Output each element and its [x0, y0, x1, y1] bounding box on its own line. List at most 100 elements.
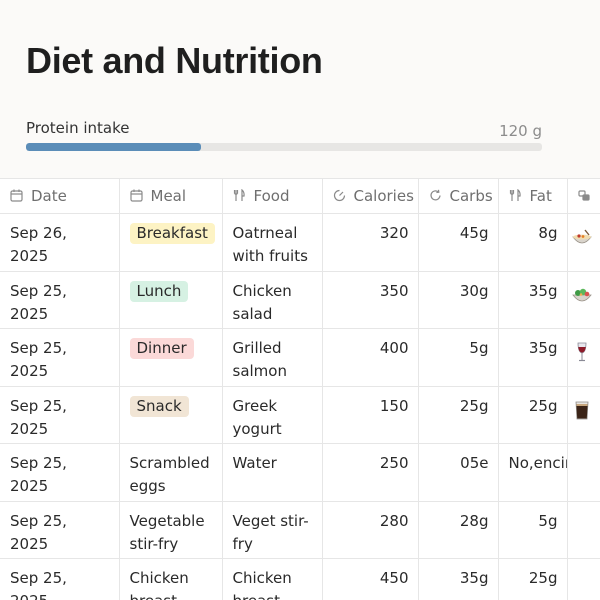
- cell-calories[interactable]: 450: [321, 558, 419, 600]
- cell-date[interactable]: Sep 26, 2025: [0, 213, 120, 272]
- cell-meal[interactable]: Snack: [118, 385, 223, 444]
- column-header-meal[interactable]: Meal: [118, 178, 223, 214]
- cell-calories[interactable]: 350: [321, 270, 419, 329]
- column-header-label: Calories: [353, 187, 414, 205]
- coffee-glass-icon: [570, 398, 594, 422]
- cell-meal[interactable]: Vegetable stir-fry: [118, 500, 223, 559]
- cell-meal[interactable]: Dinner: [118, 328, 223, 387]
- table-header-row: Date Meal Food Calories Carbs Fat: [0, 178, 600, 214]
- cell-date[interactable]: Sep 25, 2025: [0, 443, 120, 502]
- protein-progress-value: 120 g: [499, 122, 542, 140]
- meal-tag: Snack: [129, 395, 189, 417]
- cell-date[interactable]: Sep 25, 2025: [0, 500, 120, 559]
- cell-carbs[interactable]: 28g: [417, 500, 499, 559]
- cell-carbs[interactable]: 30g: [417, 270, 499, 329]
- food-value: Grilled salmon: [232, 339, 287, 380]
- cell-carbs[interactable]: 45g: [417, 213, 499, 272]
- calories-value: 150: [379, 396, 409, 415]
- cell-fat[interactable]: No,encing: [497, 443, 568, 502]
- cell-calories[interactable]: 320: [321, 213, 419, 272]
- carbs-value: 45g: [459, 224, 489, 242]
- cell-carbs[interactable]: 35g: [417, 558, 499, 600]
- cell-food[interactable]: Veget stir-fry: [221, 500, 323, 559]
- column-header-label: Fat: [529, 187, 552, 205]
- fat-value: No,encing: [508, 454, 567, 472]
- cell-image[interactable]: [566, 328, 600, 387]
- table-row[interactable]: Sep 25, 2025 Scrambled eggs Water 250 05e No,…: [0, 443, 600, 502]
- meal-value: Chicken breast: [129, 569, 189, 600]
- table-row[interactable]: Sep 26, 2025 Breakfast Oatrneal with fruit…: [0, 213, 600, 272]
- date-value: Sep 25, 2025: [10, 396, 67, 438]
- cell-carbs[interactable]: 05e: [417, 443, 499, 502]
- cell-food[interactable]: Oatrneal with fruits: [221, 213, 323, 272]
- cell-food[interactable]: Chicken breast: [221, 558, 323, 600]
- cell-image[interactable]: [566, 270, 600, 329]
- column-header-fat[interactable]: Fat: [497, 178, 568, 214]
- fat-value: 8g: [538, 224, 558, 242]
- cell-food[interactable]: Greek yogurt: [221, 385, 323, 444]
- food-value: Veget stir-fry: [232, 511, 309, 553]
- cell-meal[interactable]: Scrambled eggs: [118, 443, 223, 502]
- column-header-label: Date: [31, 187, 67, 205]
- meal-tag: Breakfast: [129, 223, 215, 244]
- cell-fat[interactable]: 5g: [497, 500, 568, 559]
- column-header-calories[interactable]: Calories: [321, 178, 419, 214]
- carbs-value: 05e: [460, 454, 489, 472]
- date-value: Sep 25, 2025: [10, 454, 67, 495]
- cell-carbs[interactable]: 5g: [417, 328, 499, 387]
- cell-fat[interactable]: 25g: [497, 385, 568, 444]
- table-row[interactable]: Sep 25, 2025 Vegetable stir-fry Veget stir…: [0, 500, 600, 559]
- food-value: Water: [232, 454, 277, 472]
- table-row[interactable]: Sep 25, 2025 Chicken breast Chicken breast…: [0, 558, 600, 600]
- cell-date[interactable]: Sep 25, 2025: [0, 328, 120, 387]
- calories-value: 450: [379, 569, 409, 587]
- food-value: Oatrneal with fruits: [232, 224, 308, 265]
- cell-date[interactable]: Sep 25, 2025: [0, 385, 120, 444]
- cell-image[interactable]: [566, 443, 600, 502]
- cell-calories[interactable]: 400: [321, 328, 419, 387]
- cell-image[interactable]: [566, 500, 600, 559]
- cell-image[interactable]: [566, 558, 600, 600]
- table-row[interactable]: Sep 25, 2025 Lunch Chicken salad 350 30g 35g: [0, 270, 600, 329]
- column-header-label: Meal: [150, 187, 187, 205]
- cell-image[interactable]: [566, 213, 600, 272]
- cell-fat[interactable]: 35g: [497, 328, 568, 387]
- date-value: Sep 25, 2025: [10, 569, 67, 600]
- date-value: Sep 25, 2025: [10, 339, 67, 380]
- column-header-image[interactable]: [566, 178, 600, 214]
- calories-value: 350: [379, 281, 409, 300]
- cell-fat[interactable]: 35g: [497, 270, 568, 329]
- cell-date[interactable]: Sep 25, 2025: [0, 270, 120, 329]
- cell-food[interactable]: Grilled salmon: [221, 328, 323, 387]
- cell-fat[interactable]: 8g: [497, 213, 568, 272]
- cell-meal[interactable]: Chicken breast: [118, 558, 223, 600]
- column-header-food[interactable]: Food: [221, 178, 323, 214]
- calories-value: 400: [379, 339, 409, 357]
- table-row[interactable]: Sep 25, 2025 Dinner Grilled salmon 400 5g 35g: [0, 328, 600, 387]
- cell-fat[interactable]: 25g: [497, 558, 568, 600]
- meal-value: Scrambled eggs: [129, 454, 210, 495]
- cell-image[interactable]: [566, 385, 600, 444]
- column-header-date[interactable]: Date: [0, 178, 120, 214]
- wine-glass-icon: [570, 340, 594, 364]
- cell-calories[interactable]: 280: [321, 500, 419, 559]
- oatmeal-bowl-icon: [570, 225, 594, 249]
- table-row[interactable]: Sep 25, 2025 Snack Greek yogurt 150 25g 25g: [0, 385, 600, 444]
- refresh-icon: [429, 189, 442, 202]
- cell-calories[interactable]: 250: [321, 443, 419, 502]
- protein-progress-bar: [26, 143, 542, 151]
- cell-calories[interactable]: 150: [321, 385, 419, 444]
- page-title: Diet and Nutrition: [26, 40, 323, 81]
- cell-meal[interactable]: Breakfast: [118, 213, 223, 272]
- meal-tag: Dinner: [129, 338, 194, 359]
- cell-food[interactable]: Chicken salad: [221, 270, 323, 329]
- cell-date[interactable]: Sep 25, 2025: [0, 558, 120, 600]
- food-value: Chicken breast: [232, 569, 292, 600]
- cell-food[interactable]: Water: [221, 443, 323, 502]
- cell-carbs[interactable]: 25g: [417, 385, 499, 444]
- cell-meal[interactable]: Lunch: [118, 270, 223, 329]
- date-value: Sep 25, 2025: [10, 511, 67, 553]
- fat-value: 35g: [528, 281, 558, 300]
- column-header-carbs[interactable]: Carbs: [417, 178, 499, 214]
- fat-value: 5g: [538, 511, 558, 530]
